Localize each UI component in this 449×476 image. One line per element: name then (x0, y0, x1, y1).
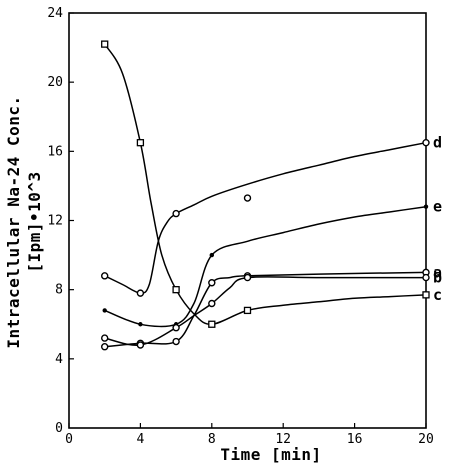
data-point-a (208, 279, 216, 287)
x-tick-label: 8 (208, 432, 216, 447)
y-tick-label: 24 (47, 6, 63, 21)
series-labels: d e abc (433, 134, 442, 304)
data-point-c (208, 320, 216, 328)
data-point-d (100, 272, 109, 280)
data-point-e (102, 308, 107, 313)
x-tick-label: 4 (136, 432, 144, 447)
y-tick-label: 12 (47, 214, 63, 229)
data-point-a (172, 337, 180, 346)
series-label-e: e (433, 198, 442, 216)
data-point-c (136, 139, 145, 147)
data-point-d (243, 194, 252, 202)
series-line-d (104, 141, 427, 294)
data-point-a (100, 343, 109, 351)
series-line-a (104, 271, 427, 348)
series-line-e (104, 205, 427, 328)
data-point-c (101, 40, 109, 48)
series-label-c: c (433, 286, 442, 304)
x-tick-label: 0 (65, 432, 73, 447)
data-point-d (422, 138, 430, 147)
series-label-a: a (433, 263, 442, 281)
series-line-b (104, 276, 426, 346)
data-point-d (136, 289, 145, 297)
data-point-b (136, 341, 145, 349)
x-axis-label: Time [min] (220, 445, 321, 464)
data-point-e (138, 322, 143, 327)
x-tick-label: 16 (347, 432, 363, 447)
series-curves (104, 43, 427, 348)
series-label-d: d (433, 134, 442, 152)
data-point-c (422, 291, 430, 299)
data-point-b (422, 273, 430, 282)
y-tick-label: 8 (55, 283, 63, 298)
data-point-e (209, 252, 214, 258)
y-tick-label: 16 (47, 144, 63, 159)
data-point-c (243, 306, 252, 315)
y-tick-label: 20 (47, 75, 63, 90)
y-tick-label: 4 (55, 352, 63, 367)
data-point-b (172, 324, 180, 332)
series-label-b: b (433, 269, 442, 287)
x-tick-label: 20 (418, 432, 434, 447)
data-point-b (100, 334, 109, 342)
x-tick-label: 12 (275, 432, 291, 447)
data-point-e (423, 204, 429, 209)
series-markers (100, 40, 430, 351)
data-point-b (208, 299, 216, 308)
axis-ticks: 0 4 8 12 16 20 4 8 12 16 20 24 0 (47, 6, 433, 447)
data-point-c (172, 286, 180, 294)
y-tick-label: 0 (55, 421, 63, 436)
data-point-b (243, 273, 252, 282)
y-axis-label-line2: [Ipm]•10^3 (25, 171, 44, 272)
data-point-d (172, 209, 180, 218)
y-axis-label-line1: Intracellular Na-24 Conc. (4, 95, 23, 348)
series-line-c (104, 43, 427, 326)
